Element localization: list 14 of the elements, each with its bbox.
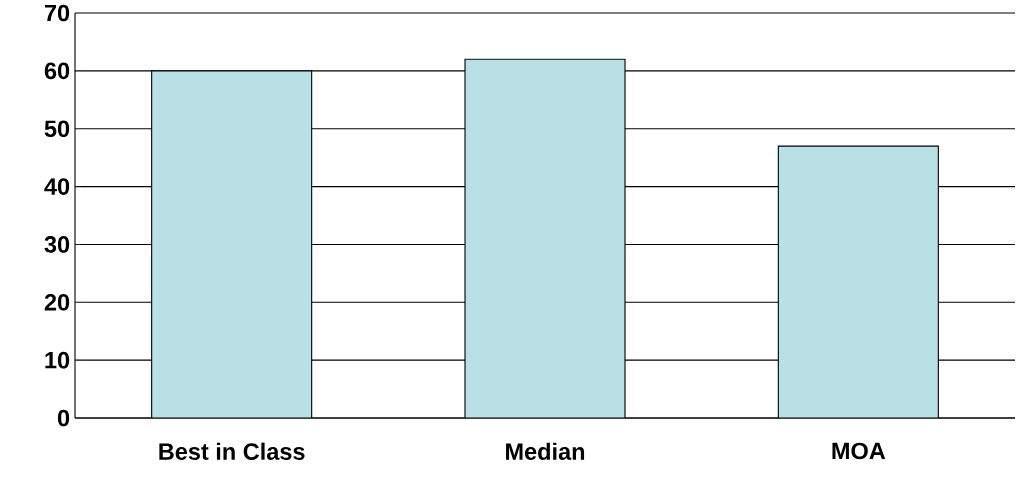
x-tick-label: MOA <box>832 442 886 460</box>
y-tick-label: 40 <box>44 178 70 195</box>
y-tick-label: 60 <box>44 62 70 80</box>
y-tick-label: 30 <box>44 236 70 253</box>
y-tick-label: 0 <box>57 409 70 427</box>
y-tick-label: 10 <box>45 351 70 369</box>
x-tick-label: Median <box>506 442 585 460</box>
y-tick-label: 20 <box>44 293 70 311</box>
y-tick-label: 50 <box>44 120 70 138</box>
y-tick-label: 70 <box>44 4 70 22</box>
bar <box>151 70 313 418</box>
x-tick-label: Best in Class <box>159 442 305 460</box>
bar <box>464 58 626 418</box>
bar <box>777 145 939 418</box>
